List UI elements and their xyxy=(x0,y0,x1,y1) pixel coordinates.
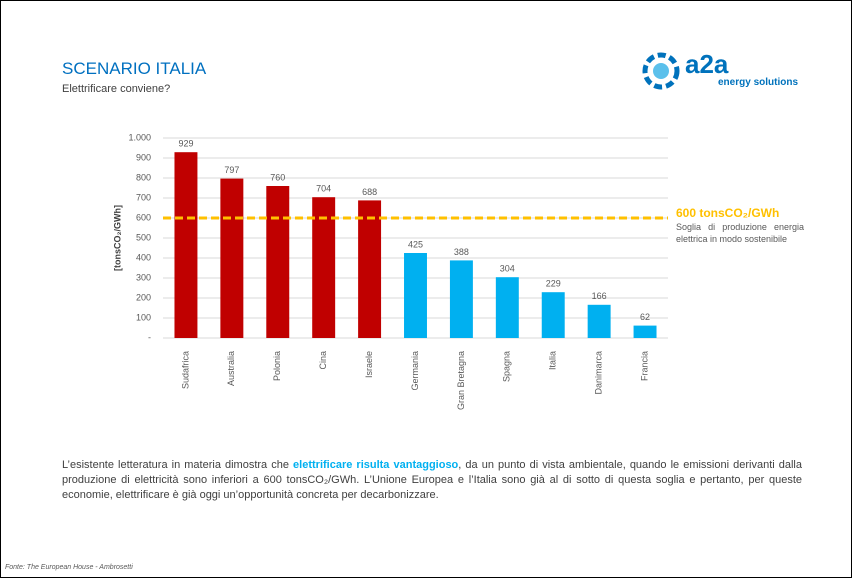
source: Fonte: The European House - Ambrosetti xyxy=(5,564,133,571)
bar xyxy=(587,304,611,338)
bar xyxy=(174,152,198,338)
body-text: L’esistente letteratura in materia dimos… xyxy=(62,458,802,503)
body-highlight: elettrificare risulta vantaggioso xyxy=(293,459,459,471)
y-tick-label: 600 xyxy=(136,212,151,222)
x-tick-label: Germania xyxy=(410,351,420,391)
value-label: 688 xyxy=(362,187,377,197)
slide-title: SCENARIO ITALIA xyxy=(62,59,207,78)
bar xyxy=(266,186,290,338)
value-label: 229 xyxy=(546,279,561,289)
y-tick-label: 400 xyxy=(136,252,151,262)
y-tick-label: 1.000 xyxy=(128,132,151,142)
x-tick-label: Polonia xyxy=(272,351,282,381)
value-label: 425 xyxy=(408,239,423,249)
value-label: 388 xyxy=(454,247,469,257)
x-tick-label: Danimarca xyxy=(594,351,604,395)
bar xyxy=(404,253,427,338)
y-tick-label: 500 xyxy=(136,232,151,242)
x-tick-label: Gran Bretagna xyxy=(456,351,466,410)
slide-subtitle: Elettrificare conviene? xyxy=(62,83,171,95)
bar xyxy=(220,178,244,338)
body-text: , da un punto di vista ambientale, quand… xyxy=(62,459,802,501)
bar xyxy=(312,197,336,338)
y-tick-label: - xyxy=(148,332,151,342)
x-tick-label: Cina xyxy=(318,351,328,370)
y-axis-label: [tonsCO₂/GWh] xyxy=(112,205,122,271)
logo-icon xyxy=(642,52,680,90)
value-label: 304 xyxy=(500,264,515,274)
bar xyxy=(495,277,519,338)
bar xyxy=(541,292,565,338)
bar xyxy=(449,260,473,338)
x-tick-label: Israele xyxy=(364,351,374,378)
x-tick-label: Italia xyxy=(548,351,558,370)
y-tick-label: 100 xyxy=(136,312,151,322)
threshold-label: 600 tonsCO₂/GWh xyxy=(676,206,780,220)
x-tick-label: Australia xyxy=(226,351,236,386)
bar xyxy=(358,200,382,338)
threshold-note: Soglia di produzione energia elettrica i… xyxy=(676,222,804,244)
x-tick-label: Francia xyxy=(639,351,649,381)
value-label: 797 xyxy=(224,165,239,175)
y-tick-label: 900 xyxy=(136,152,151,162)
value-label: 929 xyxy=(178,139,193,149)
y-tick-label: 300 xyxy=(136,272,151,282)
value-label: 62 xyxy=(640,312,650,322)
logo-name: a2a xyxy=(685,49,729,79)
bar xyxy=(633,325,657,338)
chart: - 100 200 300 400 500 600 700 800 900 1.000 [tonsCO… xyxy=(112,132,668,410)
y-tick-label: 700 xyxy=(136,192,151,202)
value-label: 760 xyxy=(270,172,285,182)
y-tick-label: 200 xyxy=(136,292,151,302)
x-tick-label: Sudafrica xyxy=(180,351,190,389)
body-text: L’esistente letteratura in materia dimos… xyxy=(62,459,294,471)
value-label: 704 xyxy=(316,184,331,194)
x-tick-label: Spagna xyxy=(502,351,512,382)
y-tick-label: 800 xyxy=(136,172,151,182)
value-label: 166 xyxy=(592,291,607,301)
logo-tagline: energy solutions xyxy=(718,77,799,88)
